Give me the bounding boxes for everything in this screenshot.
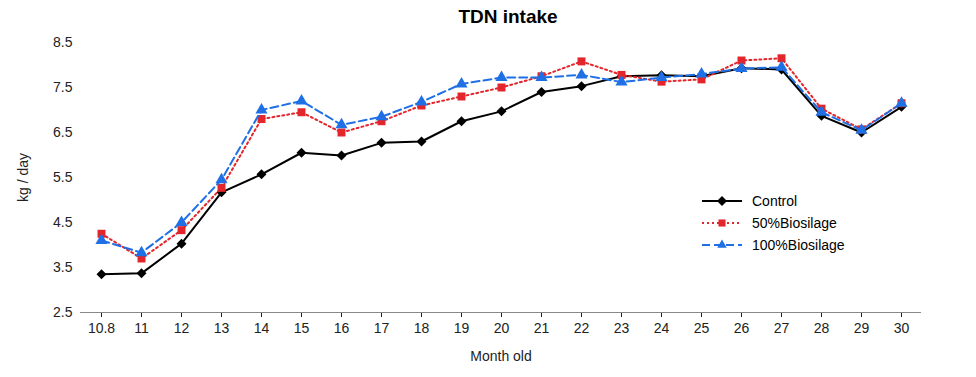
html-text:Control: Control xyxy=(752,193,798,209)
svg-text:16: 16 xyxy=(334,320,350,336)
svg-text:29: 29 xyxy=(854,320,870,336)
svg-text:10.8: 10.8 xyxy=(88,320,115,336)
svg-text:20: 20 xyxy=(494,320,510,336)
svg-text:kg / day: kg / day xyxy=(15,153,31,202)
svg-text:13: 13 xyxy=(214,320,230,336)
svg-text:24: 24 xyxy=(654,320,670,336)
svg-text:11: 11 xyxy=(134,320,149,336)
svg-text:26: 26 xyxy=(734,320,750,336)
html-text:100%Biosilage: 100%Biosilage xyxy=(752,237,845,253)
svg-text:14: 14 xyxy=(254,320,270,336)
svg-text:19: 19 xyxy=(454,320,470,336)
svg-text:12: 12 xyxy=(174,320,190,336)
svg-text:4.5: 4.5 xyxy=(53,214,73,230)
svg-text:6.5: 6.5 xyxy=(53,124,73,140)
svg-text:7.5: 7.5 xyxy=(53,79,73,95)
svg-text:2.5: 2.5 xyxy=(53,304,73,320)
svg-text:21: 21 xyxy=(534,320,550,336)
svg-text:27: 27 xyxy=(774,320,790,336)
html-text:TDN intake: TDN intake xyxy=(458,6,558,27)
svg-text:3.5: 3.5 xyxy=(53,259,73,275)
svg-text:28: 28 xyxy=(814,320,830,336)
svg-text:23: 23 xyxy=(614,320,630,336)
svg-text:25: 25 xyxy=(694,320,710,336)
html-text:50%Biosilage: 50%Biosilage xyxy=(752,215,837,231)
svg-text:22: 22 xyxy=(574,320,590,336)
svg-text:5.5: 5.5 xyxy=(53,169,73,185)
svg-text:17: 17 xyxy=(374,320,390,336)
svg-text:Month old: Month old xyxy=(470,348,531,364)
svg-text:30: 30 xyxy=(894,320,910,336)
svg-text:8.5: 8.5 xyxy=(53,34,73,50)
svg-text:18: 18 xyxy=(414,320,430,336)
svg-text:15: 15 xyxy=(294,320,310,336)
